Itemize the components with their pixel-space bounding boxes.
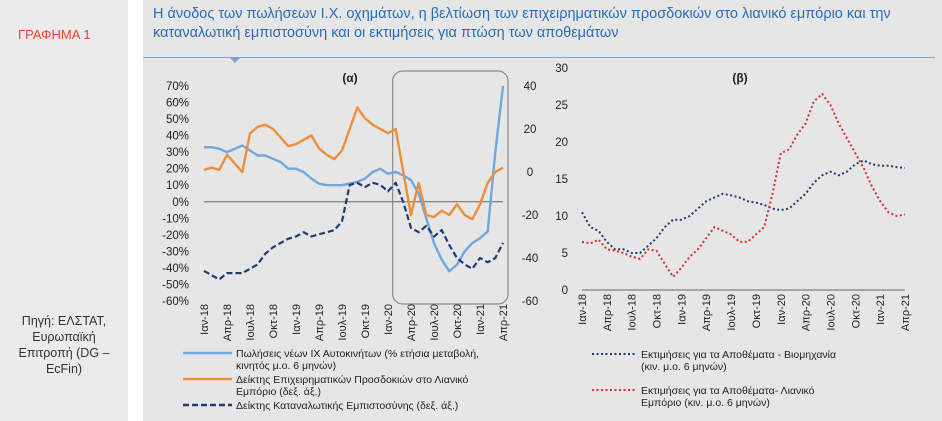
y-right-tick-label: 20: [524, 124, 537, 136]
legend-label: Πωλήσεις νέων ΙΧ Αυτοκινήτων (% ετήσια μ…: [236, 348, 479, 360]
y-tick-label: 0: [562, 285, 568, 297]
legend-label: (κιν. μ.ο. 6 μηνών): [641, 361, 727, 373]
y-left-tick-label: 20%: [166, 164, 189, 176]
x-tick-label: Απρ-20: [406, 304, 418, 341]
x-tick-label: Ιουλ-20: [825, 294, 837, 331]
x-tick-label: Απρ-21: [498, 304, 510, 341]
x-tick-label: Απρ-19: [314, 304, 326, 341]
y-right-tick-label: -60: [522, 296, 539, 308]
x-tick-label: Ιουλ-18: [245, 304, 257, 341]
retail-inventory-line: [581, 92, 906, 278]
title-divider: [143, 57, 935, 58]
x-tick-label: Απρ-20: [801, 294, 813, 331]
source-note: Πηγή: ΕΛΣΤΑΤ, Ευρωπαϊκή Επιτροπή (DG – E…: [4, 313, 124, 377]
x-tick-label: Οκτ-20: [850, 294, 862, 328]
x-tick-label: Ιαν-21: [875, 294, 887, 325]
side-panel: [0, 0, 128, 421]
x-tick-label: Ιουλ-19: [726, 294, 738, 331]
legend-label: Δείκτης Καταναλωτικής Εμπιστοσύνης (δεξ.…: [236, 400, 458, 412]
chart-panel: [143, 0, 942, 421]
consumer-confidence-line: [203, 181, 504, 281]
x-tick-label: Απρ-19: [701, 294, 713, 331]
x-tick-label: Οκτ-18: [268, 304, 280, 338]
legend-label: Εμπόριο (δεξ. άξ.): [236, 386, 321, 398]
y-tick-label: 5: [562, 248, 568, 260]
y-tick-label: 15: [555, 174, 568, 186]
legend-label: Εμπόριο (κιν. μ.ο. 6 μηνών): [641, 397, 770, 409]
x-tick-label: Ιαν-18: [199, 304, 211, 335]
y-right-tick-label: 0: [527, 167, 533, 179]
legend-label: Εκτιμήσεις για τα Αποθέματα - Βιομηχανία: [641, 349, 836, 361]
y-tick-label: 20: [555, 137, 568, 149]
x-tick-label: Ιουλ-20: [429, 304, 441, 341]
y-right-tick-label: -40: [522, 253, 539, 265]
x-tick-label: Απρ-18: [222, 304, 234, 341]
panel-a-label: (α): [342, 71, 357, 85]
source-line: Επιτροπή (DG –: [18, 346, 110, 360]
source-line: Πηγή: ΕΛΣΤΑΤ,: [21, 314, 107, 328]
retail-expectations-line: [203, 106, 504, 221]
y-tick-label: 10: [555, 211, 568, 223]
chart-title: Η άνοδος των πωλήσεων Ι.Χ. οχημάτων, η β…: [153, 6, 891, 41]
x-tick-label: Ιαν-18: [577, 294, 589, 325]
legend-label: κινητός μ.ο. 6 μηνών): [236, 360, 336, 372]
y-left-tick-label: 50%: [166, 114, 189, 126]
y-left-tick-label: -30%: [162, 246, 189, 258]
x-tick-label: Ιουλ-18: [627, 294, 639, 331]
y-left-tick-label: 60%: [166, 98, 189, 110]
y-right-tick-label: 40: [524, 81, 537, 93]
y-left-tick-label: -20%: [162, 230, 189, 242]
y-left-tick-label: 30%: [166, 147, 189, 159]
title-notch: [229, 57, 241, 63]
x-tick-label: Απρ-18: [602, 294, 614, 331]
x-tick-label: Ιαν-19: [676, 294, 688, 325]
legend-label: Εκτιμήσεις για τα Αποθέματα- Λιανικό: [641, 385, 815, 397]
x-tick-label: Ιαν-21: [475, 304, 487, 335]
industry-inventory-line: [581, 159, 906, 254]
x-tick-label: Οκτ-19: [360, 304, 372, 338]
x-tick-label: Οκτ-20: [452, 304, 464, 338]
panel-b-label: (β): [732, 71, 747, 85]
x-tick-label: Ιαν-19: [291, 304, 303, 335]
x-tick-label: Ιουλ-19: [337, 304, 349, 341]
y-left-tick-label: 70%: [166, 81, 189, 93]
x-tick-label: Ιαν-20: [776, 294, 788, 325]
y-right-tick-label: -20: [522, 210, 539, 222]
y-tick-label: 25: [555, 100, 568, 112]
source-line: Ευρωπαϊκή: [32, 330, 96, 344]
car-sales-line: [204, 85, 505, 273]
x-tick-label: Οκτ-19: [751, 294, 763, 328]
source-line: EcFin): [45, 362, 83, 376]
y-left-tick-label: -40%: [162, 263, 189, 275]
y-left-tick-label: -50%: [162, 279, 189, 291]
x-tick-label: Οκτ-18: [652, 294, 664, 328]
figure-label: ΓΡΑΦΗΜΑ 1: [18, 27, 91, 42]
y-tick-label: 30: [555, 63, 568, 75]
x-tick-label: Ιαν-20: [383, 304, 395, 335]
x-tick-label: Απρ-21: [900, 294, 912, 331]
legend-label: Δείκτης Επιχειρηματικών Προσδοκιών στο Λ…: [236, 374, 469, 386]
y-left-tick-label: 40%: [166, 131, 189, 143]
y-left-tick-label: 0%: [172, 197, 189, 209]
y-left-tick-label: -10%: [162, 213, 189, 225]
y-left-tick-label: -60%: [162, 296, 189, 308]
y-left-tick-label: 10%: [166, 180, 189, 192]
